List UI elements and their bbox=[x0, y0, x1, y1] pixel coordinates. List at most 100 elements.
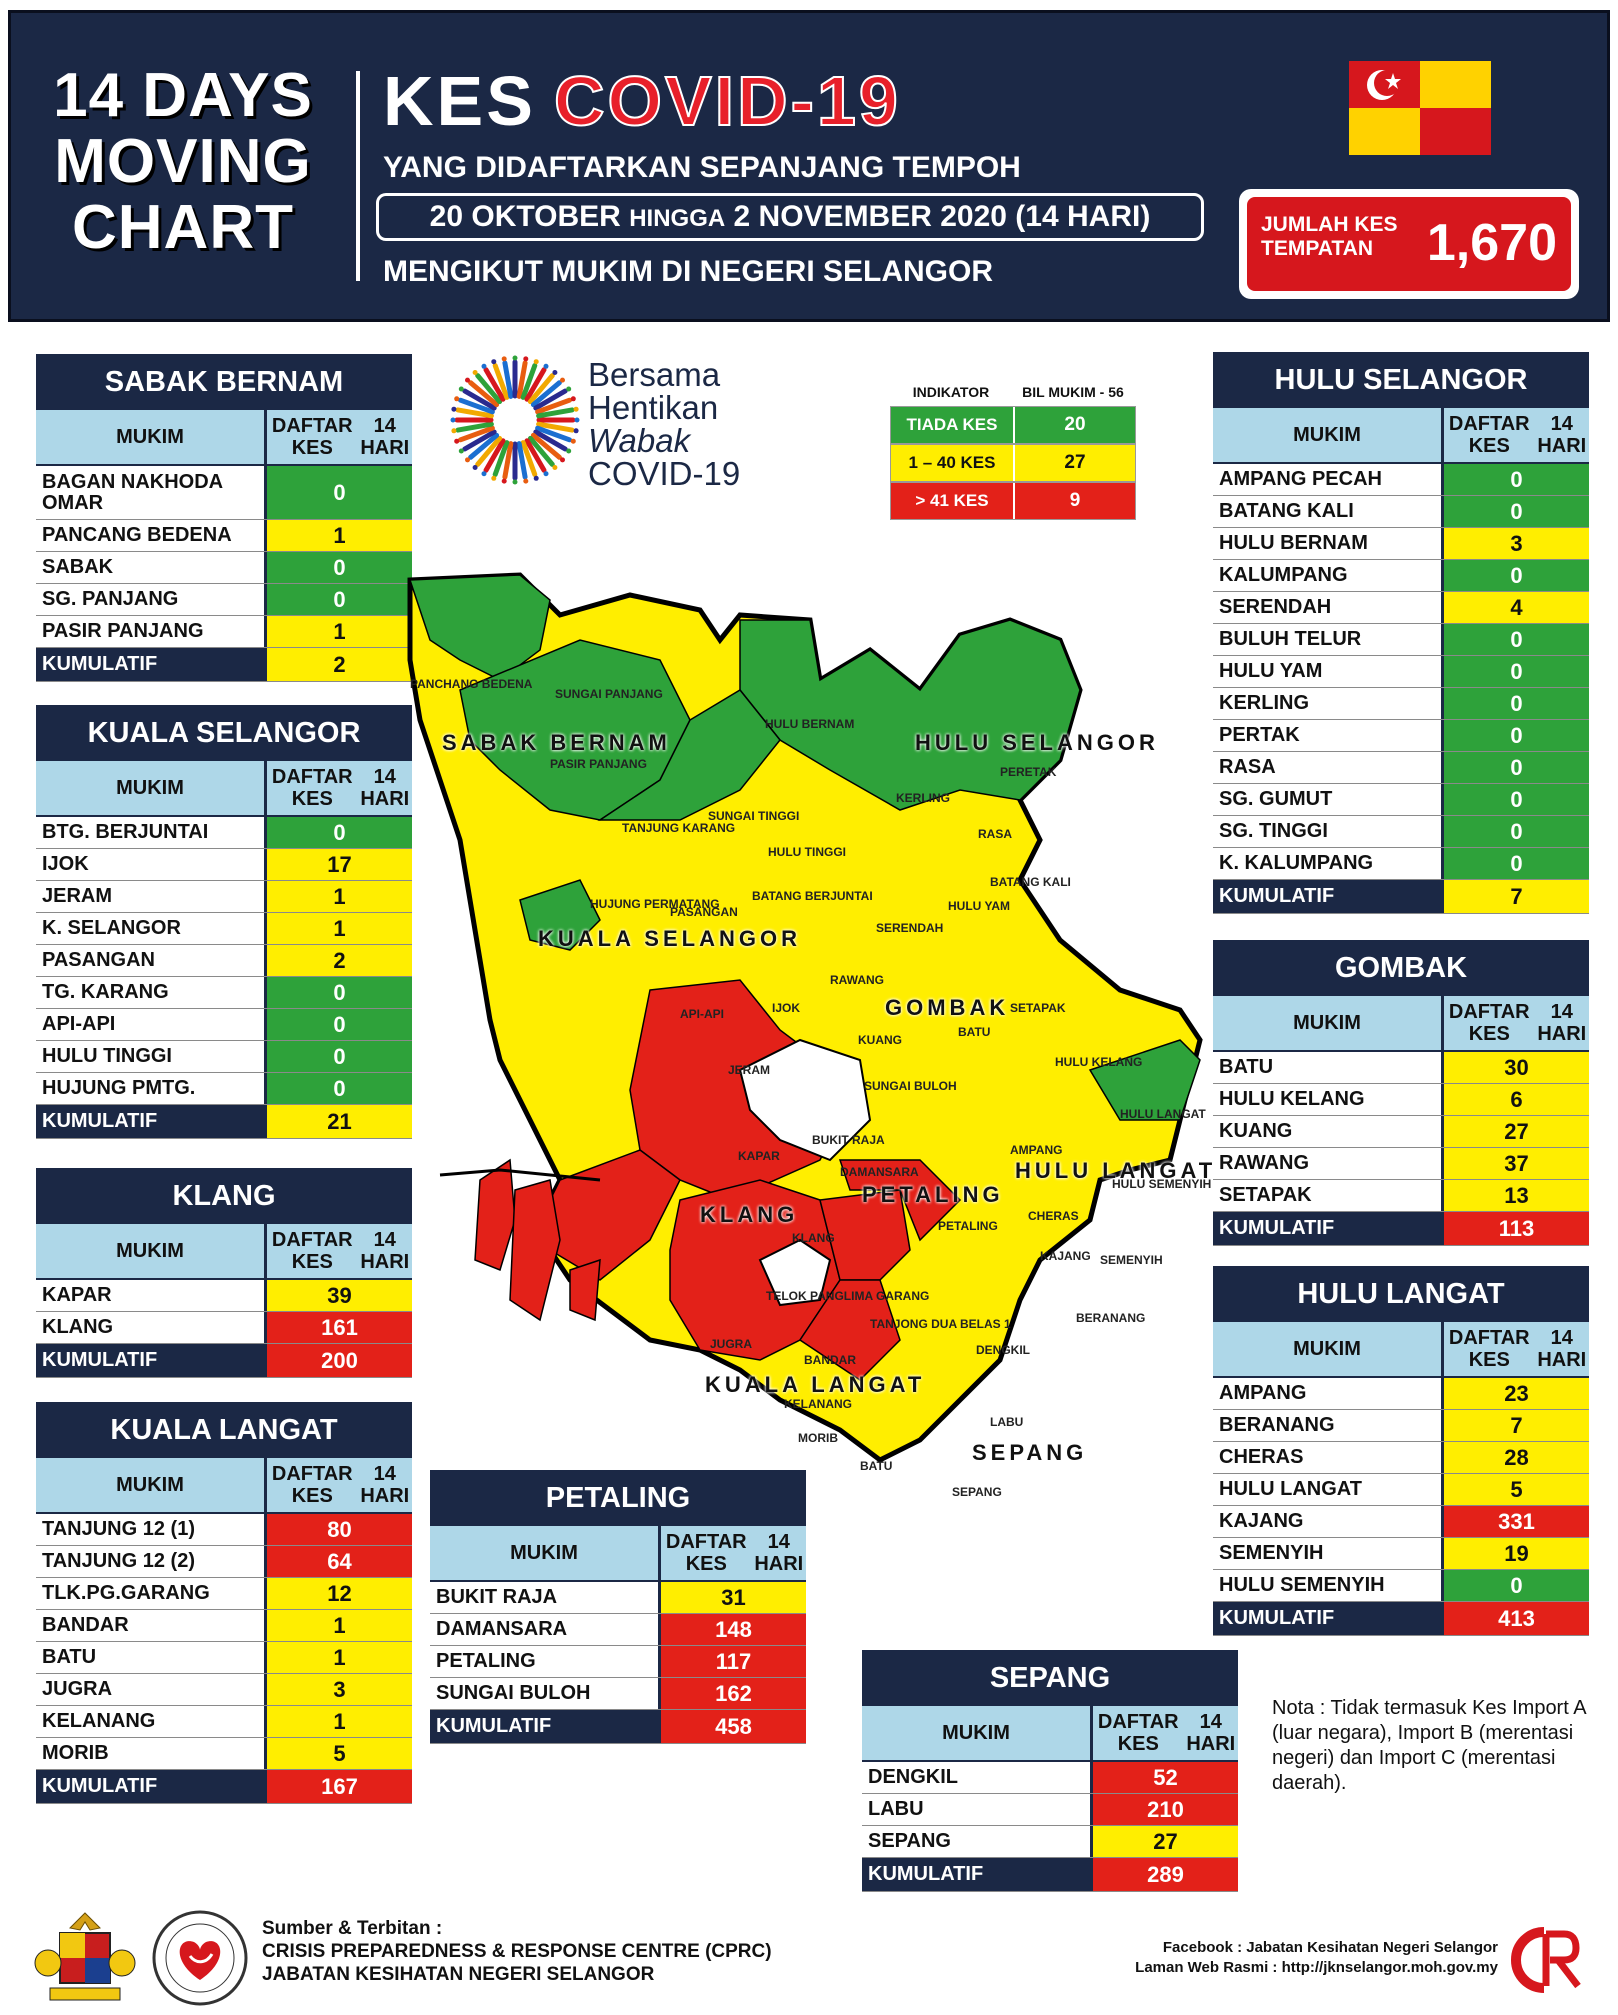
table-row: RAWANG 37 bbox=[1213, 1148, 1589, 1180]
source-line-1: CRISIS PREPAREDNESS & RESPONSE CENTRE (C… bbox=[262, 1941, 772, 1962]
logo-dot bbox=[552, 465, 558, 470]
kumulatif-label: KUMULATIF bbox=[868, 1863, 984, 1885]
mukim-name: BATANG KALI bbox=[1219, 500, 1354, 522]
daftar-line-1: DAFTAR KES bbox=[1448, 1001, 1530, 1045]
mukim-name: SG. PANJANG bbox=[42, 588, 179, 610]
mukim-column-header: MUKIM bbox=[1293, 1337, 1361, 1360]
table-row: BERANANG 7 bbox=[1213, 1410, 1589, 1442]
daftar-line-2: 14 HARI bbox=[360, 1229, 410, 1273]
case-count: 1 bbox=[264, 881, 412, 912]
region-kuala-lumpur bbox=[738, 1038, 872, 1162]
jumlah-kes-label: JUMLAH KES TEMPATAN bbox=[1261, 213, 1398, 261]
map-mukim-label: BATANG KALI bbox=[990, 875, 1071, 889]
map-mukim-label: TANJUNG KARANG bbox=[622, 821, 736, 835]
map-mukim-label: BATU bbox=[958, 1025, 991, 1039]
covid-word: COVID-19 bbox=[553, 61, 901, 141]
jumlah-kes-value: 1,670 bbox=[1426, 214, 1557, 272]
mukim-name: TLK.PG.GARANG bbox=[42, 1582, 210, 1604]
mukim-name: K. SELANGOR bbox=[42, 917, 181, 939]
kes-word: KES bbox=[383, 62, 536, 140]
header-banner: 14 DAYS MOVING CHART KES COVID-19 YANG DI… bbox=[8, 10, 1610, 322]
logo-dot bbox=[570, 396, 576, 402]
table-row: SG. TINGGI 0 bbox=[1213, 816, 1589, 848]
logo-line-4: COVID-19 bbox=[588, 455, 741, 492]
table-row: BTG. BERJUNTAI 0 bbox=[36, 817, 412, 849]
mukim-name: KUANG bbox=[1219, 1120, 1293, 1142]
logo-ray bbox=[502, 360, 514, 399]
map-label-petaling: PETALING bbox=[862, 1182, 1004, 1207]
mukim-name: HULU TINGGI bbox=[42, 1045, 172, 1067]
case-count: 39 bbox=[264, 1280, 412, 1311]
map-mukim-label: DAMANSARA bbox=[840, 1165, 919, 1179]
map-mukim-label: HULU TINGGI bbox=[768, 845, 846, 859]
logo-dot bbox=[523, 356, 529, 362]
map-mukim-label: API-API bbox=[680, 1007, 725, 1021]
map-mukim-label: HULU YAM bbox=[948, 899, 1011, 913]
moving-chart-title: 14 DAYS MOVING CHART bbox=[33, 63, 333, 261]
map-label-kuala-langat: KUALA LANGAT bbox=[705, 1372, 926, 1397]
map-mukim-label: MORIB bbox=[798, 1431, 838, 1445]
map-mukim-label: HULU KELANG bbox=[1055, 1055, 1143, 1069]
kumulatif-label: KUMULATIF bbox=[436, 1715, 552, 1737]
table-kuala-selangor: KUALA SELANGOR MUKIM DAFTAR KES 14 HARI … bbox=[36, 705, 412, 1139]
daftar-kes-column-header: DAFTAR KES 14 HARI bbox=[1441, 1322, 1589, 1376]
map-mukim-label: SETAPAK bbox=[1010, 1001, 1066, 1015]
mukim-name: KELANANG bbox=[42, 1710, 156, 1732]
logo-ray bbox=[468, 380, 500, 408]
mukim-name: IJOK bbox=[42, 853, 89, 875]
case-count: 161 bbox=[264, 1312, 412, 1343]
table-row: KAPAR 39 bbox=[36, 1280, 412, 1312]
case-count: 3 bbox=[1441, 528, 1589, 559]
logo-dot bbox=[552, 370, 558, 375]
map-mukim-label: PASANGAN bbox=[670, 905, 738, 919]
island-klang-2 bbox=[509, 1179, 561, 1322]
daftar-line-1: DAFTAR KES bbox=[271, 415, 353, 459]
logo-ray bbox=[455, 407, 494, 419]
table-row: SETAPAK 13 bbox=[1213, 1180, 1589, 1212]
table-row: HULU TINGGI 0 bbox=[36, 1041, 412, 1073]
case-count: 6 bbox=[1441, 1084, 1589, 1115]
logo-dot bbox=[458, 448, 464, 454]
case-count: 0 bbox=[264, 584, 412, 615]
kumulatif-label: KUMULATIF bbox=[42, 653, 158, 675]
mukim-name: KALUMPANG bbox=[1219, 564, 1348, 586]
table-row: CHERAS 28 bbox=[1213, 1442, 1589, 1474]
table-row: DAMANSARA 148 bbox=[430, 1614, 806, 1646]
mukim-name: SERENDAH bbox=[1219, 596, 1332, 618]
map-mukim-label: KUANG bbox=[858, 1033, 902, 1047]
facebook-link[interactable]: Facebook : Jabatan Kesihatan Negeri Sela… bbox=[1162, 1939, 1498, 1956]
logo-dot bbox=[560, 377, 565, 383]
website-link[interactable]: Laman Web Rasmi : http://jknselangor.moh… bbox=[1135, 1959, 1498, 1976]
map-label-sabak-bernam: SABAK BERNAM bbox=[442, 730, 671, 755]
case-count: 0 bbox=[264, 977, 412, 1008]
table-row: K. SELANGOR 1 bbox=[36, 913, 412, 945]
mukim-name: SUNGAI BULOH bbox=[436, 1682, 591, 1704]
map-label-hulu-selangor: HULU SELANGOR bbox=[915, 730, 1159, 755]
table-row: API-API 0 bbox=[36, 1009, 412, 1041]
bil-mukim-head: BIL MUKIM - 56 bbox=[1022, 384, 1124, 400]
mukim-name: TG. KARANG bbox=[42, 981, 169, 1003]
mukim-column-header: MUKIM bbox=[942, 1721, 1010, 1744]
logo-ray bbox=[458, 425, 495, 443]
daftar-line-2: 14 HARI bbox=[1537, 1001, 1587, 1045]
mukim-name: BATU bbox=[1219, 1056, 1274, 1078]
map-label-klang: KLANG bbox=[700, 1202, 799, 1227]
mukim-name: TANJUNG 12 (2) bbox=[42, 1550, 195, 1572]
indicator-head: INDIKATOR bbox=[912, 384, 990, 400]
case-count: 0 bbox=[1441, 624, 1589, 655]
logo-dot bbox=[501, 356, 507, 362]
table-title: HULU LANGAT bbox=[1213, 1266, 1589, 1322]
mukim-name: DAMANSARA bbox=[436, 1618, 568, 1640]
logo-ray bbox=[468, 432, 500, 460]
case-count: 27 bbox=[1441, 1116, 1589, 1147]
logo-line-2: Hentikan bbox=[588, 389, 719, 426]
daftar-line-1: DAFTAR KES bbox=[1448, 1327, 1530, 1371]
logo-dot bbox=[472, 465, 478, 470]
region-red-kajang bbox=[838, 1159, 962, 1242]
daftar-line-1: DAFTAR KES bbox=[665, 1531, 747, 1575]
daftar-kes-column-header: DAFTAR KES 14 HARI bbox=[264, 410, 412, 464]
table-title: KUALA SELANGOR bbox=[36, 705, 412, 761]
logo-ray bbox=[530, 432, 562, 460]
table-row: KAJANG 331 bbox=[1213, 1506, 1589, 1538]
map-mukim-label: KAPAR bbox=[738, 1149, 780, 1163]
